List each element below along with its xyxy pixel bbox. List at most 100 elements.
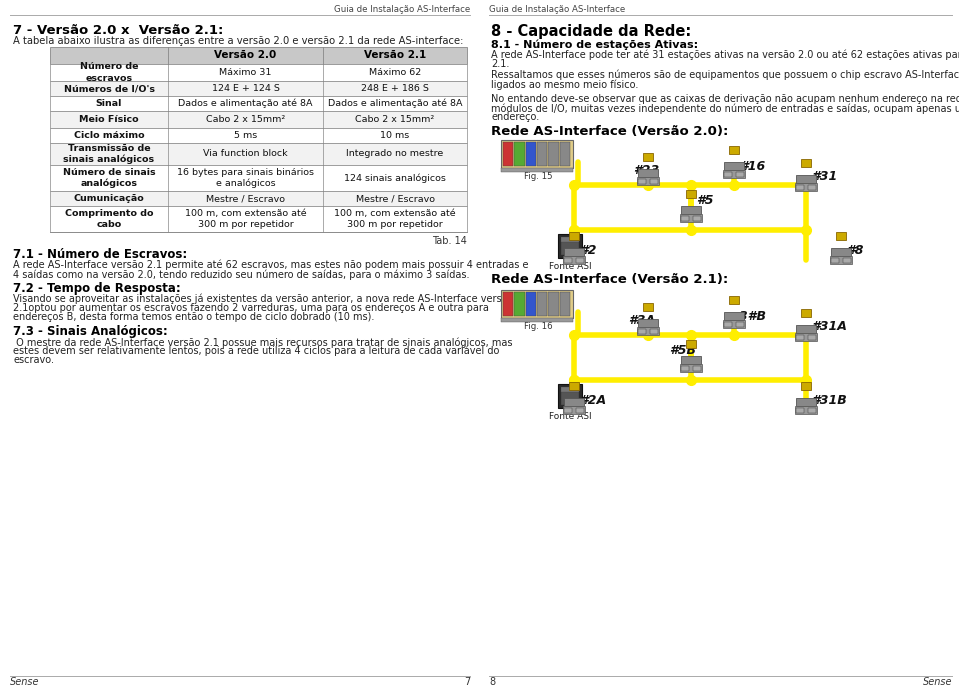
- Text: endereços B, desta forma temos então o tempo de ciclo dobrado (10 ms).: endereços B, desta forma temos então o t…: [13, 312, 374, 322]
- Text: Dados e alimentação até 8A: Dados e alimentação até 8A: [328, 99, 462, 108]
- Bar: [736, 322, 744, 327]
- Text: #2: #2: [579, 244, 596, 257]
- Text: Versão 2.0: Versão 2.0: [215, 50, 276, 61]
- Bar: [50, 128, 467, 143]
- Bar: [796, 175, 816, 183]
- Text: Sense: Sense: [923, 677, 952, 687]
- Bar: [836, 232, 846, 240]
- Text: Números de I/O's: Números de I/O's: [63, 84, 154, 93]
- Bar: [564, 248, 584, 256]
- Bar: [50, 191, 467, 206]
- Text: Cabo 2 x 15mm²: Cabo 2 x 15mm²: [206, 115, 285, 124]
- Text: A rede AS-Interface pode ter até 31 estações ativas na versão 2.0 ou até 62 esta: A rede AS-Interface pode ter até 31 esta…: [491, 50, 959, 61]
- Bar: [638, 179, 646, 184]
- Bar: [681, 206, 701, 214]
- Text: 2.1optou por aumentar os escravos fazendo 2 varreduras, uma para os endereços A : 2.1optou por aumentar os escravos fazend…: [13, 303, 489, 313]
- Bar: [50, 81, 467, 96]
- Text: endereço.: endereço.: [491, 112, 539, 122]
- Text: Fig. 15: Fig. 15: [524, 172, 552, 181]
- Text: Rede AS-Interface (Versão 2.0):: Rede AS-Interface (Versão 2.0):: [491, 125, 729, 138]
- Bar: [537, 142, 548, 166]
- Text: 2.1.: 2.1.: [491, 59, 509, 69]
- Text: 10 ms: 10 ms: [381, 131, 409, 140]
- Bar: [795, 333, 817, 341]
- Text: 3#B: 3#B: [739, 310, 766, 323]
- Bar: [693, 216, 701, 221]
- Text: 124 sinais analógicos: 124 sinais analógicos: [344, 173, 446, 183]
- Bar: [549, 292, 559, 316]
- Bar: [563, 256, 585, 264]
- Text: Sinal: Sinal: [96, 99, 122, 108]
- Text: Máximo 31: Máximo 31: [220, 68, 271, 77]
- Bar: [796, 408, 804, 413]
- Bar: [560, 292, 570, 316]
- Bar: [724, 172, 732, 177]
- Text: 7.1 - Número de Escravos:: 7.1 - Número de Escravos:: [13, 248, 187, 261]
- Bar: [50, 206, 467, 232]
- Text: 7.3 - Sinais Analógicos:: 7.3 - Sinais Analógicos:: [13, 325, 168, 338]
- Bar: [681, 366, 689, 371]
- Bar: [526, 142, 536, 166]
- Text: Versão 2.1: Versão 2.1: [363, 50, 426, 61]
- Text: #16: #16: [739, 160, 765, 173]
- Bar: [501, 290, 573, 318]
- Text: Fonte ASI: Fonte ASI: [549, 262, 592, 271]
- Bar: [801, 382, 811, 390]
- Bar: [796, 325, 816, 333]
- Text: Guia de Instalação AS-Interface: Guia de Instalação AS-Interface: [334, 5, 470, 14]
- Text: Tab. 14: Tab. 14: [433, 236, 467, 246]
- Text: Sense: Sense: [10, 677, 39, 687]
- Bar: [561, 387, 579, 392]
- Text: Número de sinais
analógicos: Número de sinais analógicos: [62, 168, 155, 189]
- Text: #31A: #31A: [811, 320, 847, 333]
- Text: Ressaltamos que esses números são de equipamentos que possuem o chip escravo AS-: Ressaltamos que esses números são de equ…: [491, 70, 959, 80]
- Text: #8: #8: [846, 244, 863, 257]
- Text: Ciclo máximo: Ciclo máximo: [74, 131, 144, 140]
- Text: estes devem ser relativamente lentos, pois a rede utiliza 4 ciclos para a leitur: estes devem ser relativamente lentos, po…: [13, 346, 500, 356]
- Bar: [638, 169, 658, 177]
- Bar: [561, 237, 579, 242]
- Text: Transmissão de
sinais analógicos: Transmissão de sinais analógicos: [63, 144, 154, 164]
- Bar: [808, 408, 816, 413]
- Text: 7 - Versão 2.0 x  Versão 2.1:: 7 - Versão 2.0 x Versão 2.1:: [13, 24, 223, 37]
- Bar: [637, 327, 659, 335]
- Bar: [693, 366, 701, 371]
- Text: #5: #5: [696, 195, 713, 208]
- Text: 8.1 - Número de estações Ativas:: 8.1 - Número de estações Ativas:: [491, 39, 698, 50]
- Bar: [808, 185, 816, 190]
- Text: Fig. 16: Fig. 16: [524, 322, 552, 331]
- Bar: [643, 303, 653, 311]
- Text: 248 E + 186 S: 248 E + 186 S: [361, 84, 429, 93]
- Text: Número de
escravos: Número de escravos: [80, 63, 138, 83]
- Bar: [514, 142, 525, 166]
- Bar: [576, 258, 584, 263]
- Bar: [723, 320, 745, 328]
- Bar: [729, 146, 739, 154]
- Text: Via function block: Via function block: [203, 149, 288, 158]
- Bar: [796, 185, 804, 190]
- Bar: [503, 142, 513, 166]
- Bar: [50, 165, 467, 191]
- Bar: [650, 329, 658, 334]
- Text: 8 - Capacidade da Rede:: 8 - Capacidade da Rede:: [491, 24, 691, 39]
- Bar: [724, 162, 744, 170]
- Bar: [650, 179, 658, 184]
- Text: Mestre / Escravo: Mestre / Escravo: [356, 194, 434, 203]
- Bar: [680, 214, 702, 222]
- Text: 5 ms: 5 ms: [234, 131, 257, 140]
- Bar: [561, 391, 579, 405]
- Text: #3A: #3A: [628, 314, 655, 327]
- Text: #5B: #5B: [669, 345, 696, 358]
- Bar: [50, 143, 467, 165]
- Bar: [50, 111, 467, 128]
- Bar: [686, 340, 696, 348]
- Text: #2A: #2A: [579, 394, 606, 407]
- Bar: [638, 329, 646, 334]
- Bar: [830, 256, 852, 264]
- Text: Máximo 62: Máximo 62: [369, 68, 421, 77]
- Bar: [736, 172, 744, 177]
- Text: Comprimento do
cabo: Comprimento do cabo: [65, 209, 153, 229]
- Bar: [549, 142, 559, 166]
- Bar: [643, 153, 653, 161]
- Bar: [50, 47, 467, 64]
